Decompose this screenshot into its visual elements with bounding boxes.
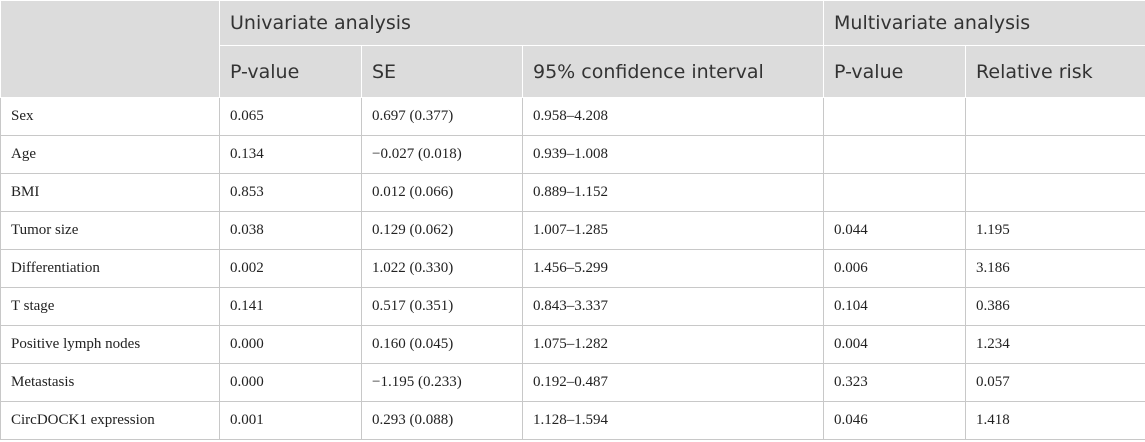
table-body: Sex 0.065 0.697 (0.377) 0.958–4.208 Age 0.134…	[0, 97, 1145, 440]
se-cell: −0.027 (0.018)	[361, 135, 523, 174]
relative-risk-cell: 3.186	[965, 249, 1145, 288]
se-cell: 0.293 (0.088)	[361, 401, 523, 440]
confidence-interval-cell: 1.007–1.285	[521, 211, 825, 250]
se-cell: −1.195 (0.233)	[361, 363, 523, 402]
se-cell: 0.012 (0.066)	[361, 173, 523, 212]
row-label: CircDOCK1 expression	[0, 401, 220, 440]
multi-p-value-cell: 0.004	[823, 325, 967, 364]
se-cell: 1.022 (0.330)	[361, 249, 523, 288]
table-row: Positive lymph nodes 0.000 0.160 (0.045) 1.…	[0, 325, 1145, 364]
row-label: Positive lymph nodes	[0, 325, 220, 364]
uni-p-value-cell: 0.000	[219, 325, 362, 364]
col-header-confidence-interval: 95% confidence interval	[521, 45, 825, 98]
uni-p-value-cell: 0.038	[219, 211, 362, 250]
relative-risk-cell: 1.234	[965, 325, 1145, 364]
row-label: T stage	[0, 287, 220, 326]
multi-p-value-cell: 0.044	[823, 211, 967, 250]
relative-risk-cell	[965, 97, 1145, 136]
uni-p-value-cell: 0.853	[219, 173, 362, 212]
col-header-se: SE	[361, 45, 523, 98]
uni-p-value-cell: 0.065	[219, 97, 362, 136]
table-header: Univariate analysis Multivariate analysi…	[0, 0, 1145, 98]
uni-p-value-cell: 0.002	[219, 249, 362, 288]
confidence-interval-cell: 0.192–0.487	[521, 363, 825, 402]
row-label: BMI	[0, 173, 220, 212]
univariate-group-header: Univariate analysis	[218, 0, 825, 46]
row-label: Tumor size	[0, 211, 220, 250]
table-row: Metastasis 0.000 −1.195 (0.233) 0.192–0.487…	[0, 363, 1145, 402]
table-row: BMI 0.853 0.012 (0.066) 0.889–1.152	[0, 173, 1145, 212]
relative-risk-cell	[965, 173, 1145, 212]
row-label: Age	[0, 135, 220, 174]
table-row: Tumor size 0.038 0.129 (0.062) 1.007–1.285 0…	[0, 211, 1145, 250]
multi-p-value-cell: 0.104	[823, 287, 967, 326]
uni-p-value-cell: 0.141	[219, 287, 362, 326]
col-header-uni-p-value: P-value	[219, 45, 362, 98]
confidence-interval-cell: 1.075–1.282	[521, 325, 825, 364]
se-cell: 0.160 (0.045)	[361, 325, 523, 364]
multi-p-value-cell: 0.046	[823, 401, 967, 440]
col-header-multi-p-value: P-value	[823, 45, 967, 98]
confidence-interval-cell: 0.843–3.337	[521, 287, 825, 326]
se-cell: 0.517 (0.351)	[361, 287, 523, 326]
row-label: Metastasis	[0, 363, 220, 402]
uni-p-value-cell: 0.000	[219, 363, 362, 402]
row-label: Sex	[0, 97, 220, 136]
row-label-header	[0, 0, 220, 98]
confidence-interval-cell: 0.958–4.208	[521, 97, 825, 136]
confidence-interval-cell: 0.889–1.152	[521, 173, 825, 212]
confidence-interval-cell: 1.128–1.594	[521, 401, 825, 440]
relative-risk-cell: 1.195	[965, 211, 1145, 250]
multivariate-group-header: Multivariate analysis	[823, 0, 1145, 46]
multi-p-value-cell	[823, 173, 967, 212]
relative-risk-cell: 0.386	[965, 287, 1145, 326]
table-row: Sex 0.065 0.697 (0.377) 0.958–4.208	[0, 97, 1145, 136]
multi-p-value-cell	[823, 135, 967, 174]
table-row: CircDOCK1 expression 0.001 0.293 (0.088) 1.…	[0, 401, 1145, 440]
se-cell: 0.697 (0.377)	[361, 97, 523, 136]
uni-p-value-cell: 0.134	[219, 135, 362, 174]
table-row: Differentiation 0.002 1.022 (0.330) 1.456–5…	[0, 249, 1145, 288]
multi-p-value-cell: 0.323	[823, 363, 967, 402]
confidence-interval-cell: 0.939–1.008	[521, 135, 825, 174]
se-cell: 0.129 (0.062)	[361, 211, 523, 250]
table-row: Age 0.134 −0.027 (0.018) 0.939–1.008	[0, 135, 1145, 174]
multi-p-value-cell: 0.006	[823, 249, 967, 288]
confidence-interval-cell: 1.456–5.299	[521, 249, 825, 288]
col-header-relative-risk: Relative risk	[965, 45, 1145, 98]
relative-risk-cell: 0.057	[965, 363, 1145, 402]
row-label: Differentiation	[0, 249, 220, 288]
table-row: T stage 0.141 0.517 (0.351) 0.843–3.337 0.10…	[0, 287, 1145, 326]
relative-risk-cell	[965, 135, 1145, 174]
relative-risk-cell: 1.418	[965, 401, 1145, 440]
multi-p-value-cell	[823, 97, 967, 136]
uni-p-value-cell: 0.001	[219, 401, 362, 440]
